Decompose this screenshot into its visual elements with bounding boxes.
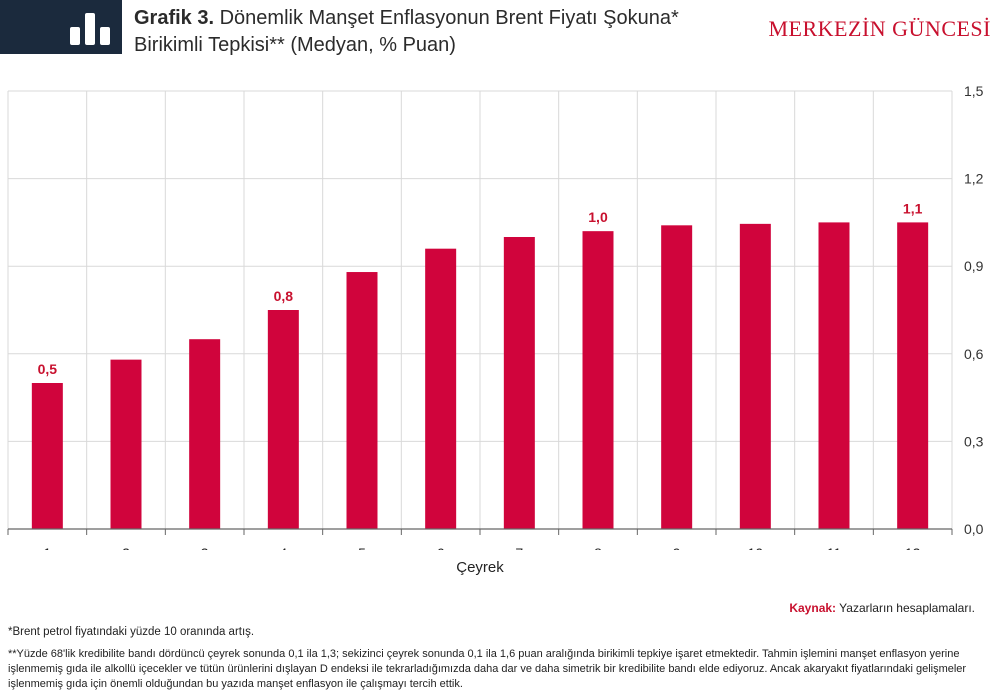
data-label: 0,8 <box>274 288 294 304</box>
brand-logo: MERKEZİN GÜNCESİ <box>768 16 991 41</box>
x-tick-label: 3 <box>201 545 209 550</box>
bar <box>267 310 299 529</box>
chart-title-text: Dönemlik Manşet Enflasyonun Brent Fiyatı… <box>134 7 679 56</box>
x-tick-label: 1 <box>43 545 51 550</box>
x-axis-label: Çeyrek <box>456 559 504 576</box>
x-tick-label: 12 <box>905 545 921 550</box>
x-tick-label: 5 <box>358 545 366 550</box>
y-tick-label: 0,9 <box>964 258 984 274</box>
bar-chart: 0,0 0,3 0,6 0,9 1,2 1,5 1 0,5 2 3 4 0,8 5 6 7 8 1,0 9 10 11… <box>7 83 984 550</box>
y-tick-label: 1,5 <box>964 83 984 99</box>
y-tick-label: 0,3 <box>964 433 984 449</box>
bar-chart-icon <box>70 13 110 45</box>
bar <box>582 231 614 529</box>
data-label: 0,5 <box>38 361 58 377</box>
bar <box>110 359 142 529</box>
bar <box>425 248 457 529</box>
y-tick-label: 0,0 <box>964 521 984 537</box>
y-tick-label: 1,2 <box>964 171 984 187</box>
bar <box>503 237 535 529</box>
bar <box>346 272 378 529</box>
x-tick-label: 11 <box>827 545 842 550</box>
bar <box>31 383 63 529</box>
bar <box>818 222 850 529</box>
chart-title-number: Grafik 3. <box>134 7 215 29</box>
chart-title: Grafik 3. Dönemlik Manşet Enflasyonun Br… <box>134 5 734 59</box>
source-text: Yazarların hesaplamaları. <box>839 601 975 615</box>
footnote-1: *Brent petrol fiyatındaki yüzde 10 oranı… <box>8 626 255 638</box>
data-label: 1,0 <box>588 209 608 225</box>
source-note: Kaynak: Yazarların hesaplamaları. <box>789 601 975 615</box>
x-tick-label: 10 <box>748 545 764 550</box>
bar <box>661 225 693 529</box>
x-tick-label: 8 <box>594 545 602 550</box>
x-tick-label: 6 <box>437 545 445 550</box>
data-label: 1,1 <box>903 200 923 216</box>
x-tick-label: 4 <box>279 545 287 550</box>
x-tick-label: 7 <box>515 545 523 550</box>
header-logo-box <box>0 0 122 54</box>
x-tick-label: 9 <box>673 545 681 550</box>
source-label: Kaynak: <box>789 601 837 615</box>
footnote-2: **Yüzde 68'lik kredibilite bandı dördünc… <box>8 648 967 690</box>
bar <box>897 222 929 529</box>
bar <box>739 223 771 530</box>
bar <box>189 339 221 529</box>
y-tick-label: 0,6 <box>964 346 984 362</box>
x-tick-label: 2 <box>122 545 130 550</box>
